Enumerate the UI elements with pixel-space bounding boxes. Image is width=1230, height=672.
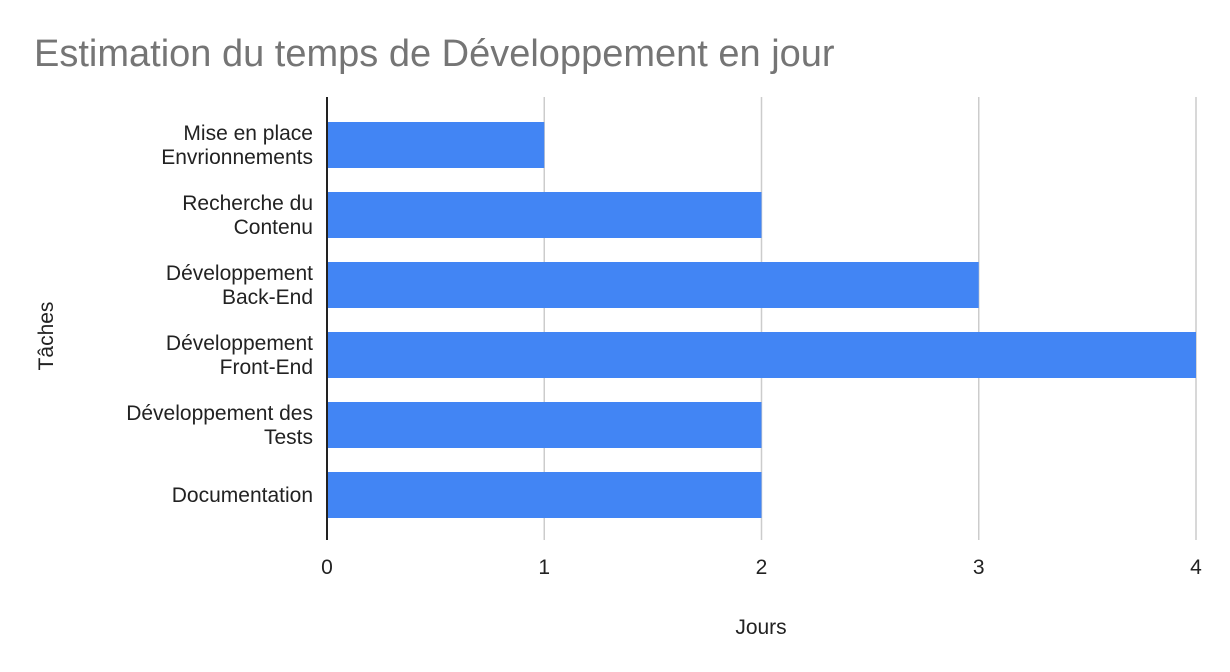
category-label: Développement Back-End <box>166 262 313 309</box>
x-tick-label: 0 <box>321 556 333 579</box>
category-label: Développement des Tests <box>126 402 313 449</box>
y-axis-title: Tâches <box>35 302 58 371</box>
bar <box>327 192 762 238</box>
bar <box>327 402 762 448</box>
bar <box>327 472 762 518</box>
x-tick-labels: 0 1 2 3 4 <box>321 556 1202 579</box>
bar <box>327 122 545 168</box>
x-axis-title: Jours <box>735 616 786 639</box>
bar <box>327 332 1196 378</box>
bar <box>327 262 979 308</box>
category-label-line: Recherche du <box>182 192 313 215</box>
category-label-line: Mise en place <box>183 122 313 145</box>
x-tick-label: 3 <box>973 556 985 579</box>
x-tick-label: 2 <box>756 556 768 579</box>
category-label-line: Tests <box>264 426 313 449</box>
category-label-line: Documentation <box>172 484 313 507</box>
category-label-line: Front-End <box>220 356 313 379</box>
bars-layer <box>327 122 1196 518</box>
x-tick-label: 1 <box>538 556 550 579</box>
grid-layer <box>543 97 1197 540</box>
chart-title: Estimation du temps de Développement en … <box>34 33 835 75</box>
category-label-line: Envrionnements <box>161 146 313 169</box>
category-label-line: Développement <box>166 332 313 355</box>
category-label-line: Back-End <box>222 286 313 309</box>
category-label: Documentation <box>172 484 313 507</box>
category-label-line: Développement des <box>126 402 313 425</box>
category-label-line: Contenu <box>234 216 313 239</box>
x-tick-label: 4 <box>1190 556 1202 579</box>
category-label: Recherche du Contenu <box>182 192 313 239</box>
category-label: Mise en place Envrionnements <box>161 122 313 169</box>
category-labels: Mise en place Envrionnements Recherche du C… <box>126 122 313 507</box>
category-label: Développement Front-End <box>166 332 313 379</box>
category-label-line: Développement <box>166 262 313 285</box>
